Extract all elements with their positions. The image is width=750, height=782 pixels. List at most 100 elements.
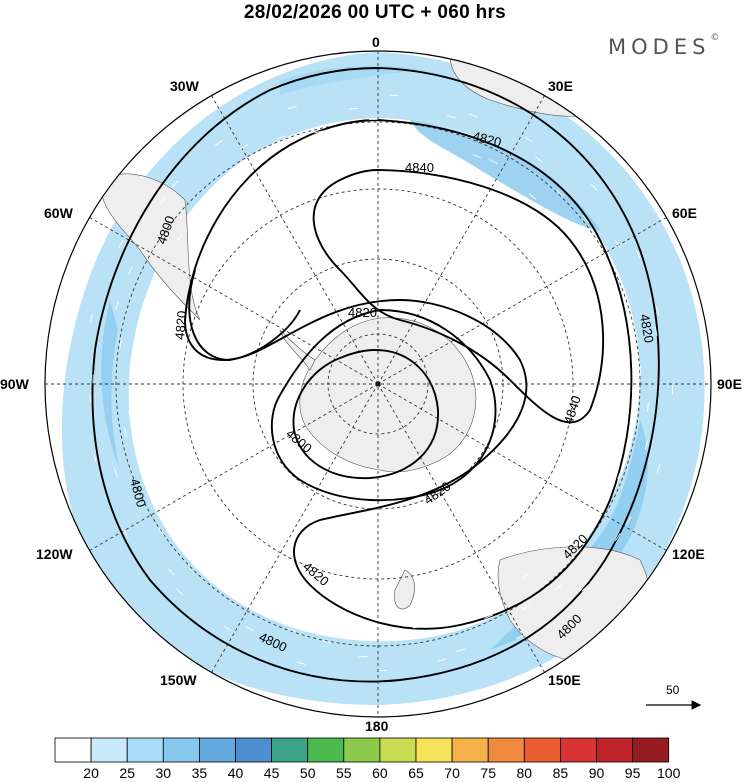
wind-vector xyxy=(176,233,183,242)
lon-label-150e: 150E xyxy=(548,672,581,688)
wind-vector xyxy=(277,603,287,609)
wind-vector xyxy=(590,183,598,191)
colorbar-swatch xyxy=(271,737,309,763)
colorbar-tick-label: 40 xyxy=(228,765,244,781)
colorbar-swatch xyxy=(307,737,345,763)
colorbar-swatch xyxy=(596,737,633,763)
colorbar-tick-label: 45 xyxy=(264,765,280,781)
colorbar-tick-label: 95 xyxy=(625,765,641,781)
contour-4820-outer xyxy=(184,119,633,630)
wind-vector xyxy=(168,568,176,576)
meridian-line xyxy=(377,95,545,385)
colorbar-swatch xyxy=(90,737,128,763)
wind-vector xyxy=(610,281,616,291)
meridian-line xyxy=(211,383,379,673)
colorbar-swatch xyxy=(487,737,525,763)
wind-vector xyxy=(209,195,218,203)
wind-vector xyxy=(175,588,184,596)
contour-4840 xyxy=(312,169,605,424)
lon-label-60w: 60W xyxy=(44,205,73,221)
wind-vector xyxy=(618,416,622,426)
wind-vector xyxy=(122,528,128,537)
wind-vector xyxy=(521,572,530,579)
wind-vector xyxy=(127,266,133,275)
new-zealand-land xyxy=(394,569,415,610)
wind-vector xyxy=(115,301,119,311)
wind-vector xyxy=(573,526,581,535)
colorbar-swatch xyxy=(451,737,489,763)
colorbar-swatch xyxy=(379,737,417,763)
wind-vector xyxy=(622,349,625,359)
reference-vector-label: 50 xyxy=(666,683,680,697)
colorbar-swatch xyxy=(54,737,92,763)
colorbar-tick-label: 25 xyxy=(119,765,135,781)
colorbar-swatch xyxy=(632,737,670,763)
wind-vector xyxy=(528,193,537,200)
colorbar-tick-label: 90 xyxy=(589,765,605,781)
wind-vector xyxy=(147,293,152,303)
lon-label-120w: 120W xyxy=(36,546,73,562)
lon-label-180: 180 xyxy=(365,718,389,734)
wind-vector xyxy=(114,467,118,477)
meridian-line xyxy=(89,383,379,551)
wind-vector xyxy=(314,130,324,134)
wind-vector xyxy=(614,299,618,308)
wind-vector xyxy=(420,145,430,148)
map-title: 28/02/2026 00 UTC + 060 hrs xyxy=(243,2,507,23)
contour-label: 4820 xyxy=(172,310,189,340)
colorbar-tick-label: 55 xyxy=(336,765,352,781)
contour-label: 4840 xyxy=(405,160,434,175)
wind-vector xyxy=(322,640,332,644)
colorbar-swatch xyxy=(415,737,453,763)
wind-vector xyxy=(150,473,155,483)
wind-vector xyxy=(118,239,124,248)
wind-vector xyxy=(644,440,648,450)
wind-vector xyxy=(286,628,296,633)
lon-label-90w: 90W xyxy=(0,376,29,392)
contour-4820-left xyxy=(188,269,301,361)
wind-vector xyxy=(656,464,661,474)
wind-vector xyxy=(456,648,466,652)
contour-label: 4820 xyxy=(637,313,657,344)
wind-vector xyxy=(228,584,237,592)
contour-4800-outer xyxy=(91,67,660,683)
wind-vector xyxy=(554,584,562,591)
copyright-mark: © xyxy=(710,33,720,43)
wind-vector xyxy=(484,614,493,620)
wind-vector xyxy=(468,113,478,118)
contour-4820-inner xyxy=(270,309,497,502)
colorbar-swatch xyxy=(198,737,236,763)
lon-label-0: 0 xyxy=(372,34,380,50)
contour-4800-inner xyxy=(292,349,439,479)
wind-vector xyxy=(358,655,368,658)
wind-vector xyxy=(287,105,297,110)
antarctic-peninsula-land xyxy=(279,329,316,371)
wind-vector xyxy=(534,156,543,163)
contour-label: 4820 xyxy=(300,559,332,589)
wind-vector xyxy=(647,402,649,412)
colorbar-tick-label: 35 xyxy=(192,765,208,781)
meridian-line xyxy=(211,95,379,385)
wind-vector xyxy=(239,144,249,150)
wind-vector xyxy=(156,241,163,250)
wind-vector xyxy=(158,528,165,537)
wind-vector xyxy=(405,126,415,129)
wind-vector xyxy=(277,135,286,140)
wind-vector xyxy=(447,115,456,119)
wind-vector xyxy=(349,107,359,110)
wind-vector xyxy=(437,658,447,662)
wind-vector xyxy=(556,189,564,197)
wind-vector xyxy=(472,153,481,159)
wind-vector xyxy=(223,625,232,632)
wind-vector xyxy=(576,241,583,250)
antarctica-land xyxy=(299,317,477,473)
meridian-line xyxy=(89,217,379,385)
wind-vector xyxy=(389,94,399,97)
wind-vector xyxy=(516,634,525,640)
wind-vector xyxy=(159,196,167,205)
wind-vector xyxy=(570,546,577,555)
reference-vector: 50 xyxy=(646,683,702,710)
lon-label-30w: 30W xyxy=(170,78,199,94)
wind-vector xyxy=(617,470,622,480)
lon-label-120e: 120E xyxy=(672,546,705,562)
